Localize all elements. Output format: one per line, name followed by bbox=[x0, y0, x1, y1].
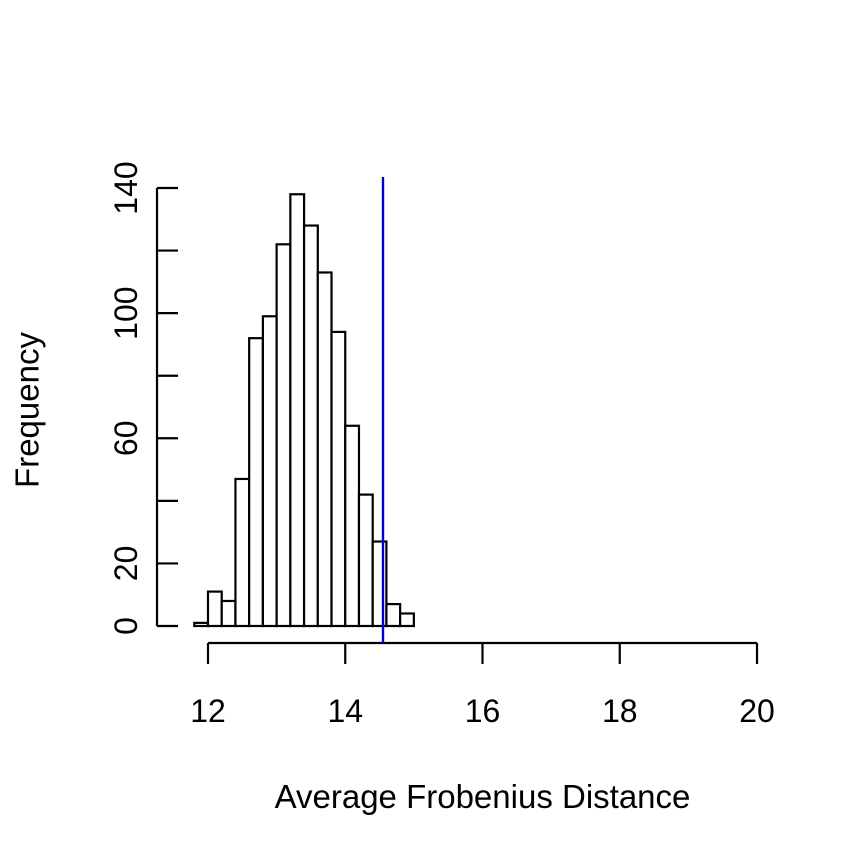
x-tick-label: 12 bbox=[190, 693, 226, 729]
histogram-bar-3 bbox=[234, 477, 251, 628]
x-tick-label: 18 bbox=[602, 693, 638, 729]
histogram-bar-4 bbox=[248, 337, 265, 628]
y-tick-label: 100 bbox=[108, 286, 144, 339]
y-axis: 0 20 60 100 140 bbox=[108, 161, 178, 635]
histogram-bar-10 bbox=[330, 330, 347, 628]
histogram-bar-1 bbox=[206, 590, 223, 628]
histogram-bar-12 bbox=[357, 493, 374, 628]
x-axis: 12 14 16 18 20 bbox=[190, 641, 775, 729]
x-tick-label: 16 bbox=[465, 693, 501, 729]
histogram-bar-11 bbox=[344, 424, 361, 628]
y-tick-label: 0 bbox=[108, 617, 144, 635]
y-tick-label: 60 bbox=[108, 420, 144, 456]
histogram-bar-8 bbox=[302, 224, 319, 628]
histogram-bar-6 bbox=[275, 243, 292, 628]
x-axis-title: Average Frobenius Distance bbox=[275, 778, 691, 815]
histogram-bar-15 bbox=[399, 612, 415, 628]
histogram-bar-14 bbox=[385, 602, 402, 628]
y-tick-label: 140 bbox=[108, 161, 144, 214]
histogram-bar-0 bbox=[193, 621, 210, 628]
histogram-bar-13 bbox=[371, 540, 388, 628]
bars-layer bbox=[193, 193, 415, 628]
y-tick-label: 20 bbox=[108, 546, 144, 582]
histogram-bar-7 bbox=[289, 193, 306, 628]
histogram-bar-9 bbox=[316, 271, 333, 628]
y-axis-title: Frequency bbox=[9, 332, 46, 488]
x-tick-label: 20 bbox=[739, 693, 775, 729]
histogram-bar-5 bbox=[261, 315, 278, 628]
x-tick-label: 14 bbox=[327, 693, 363, 729]
histogram-bar-2 bbox=[220, 599, 237, 628]
